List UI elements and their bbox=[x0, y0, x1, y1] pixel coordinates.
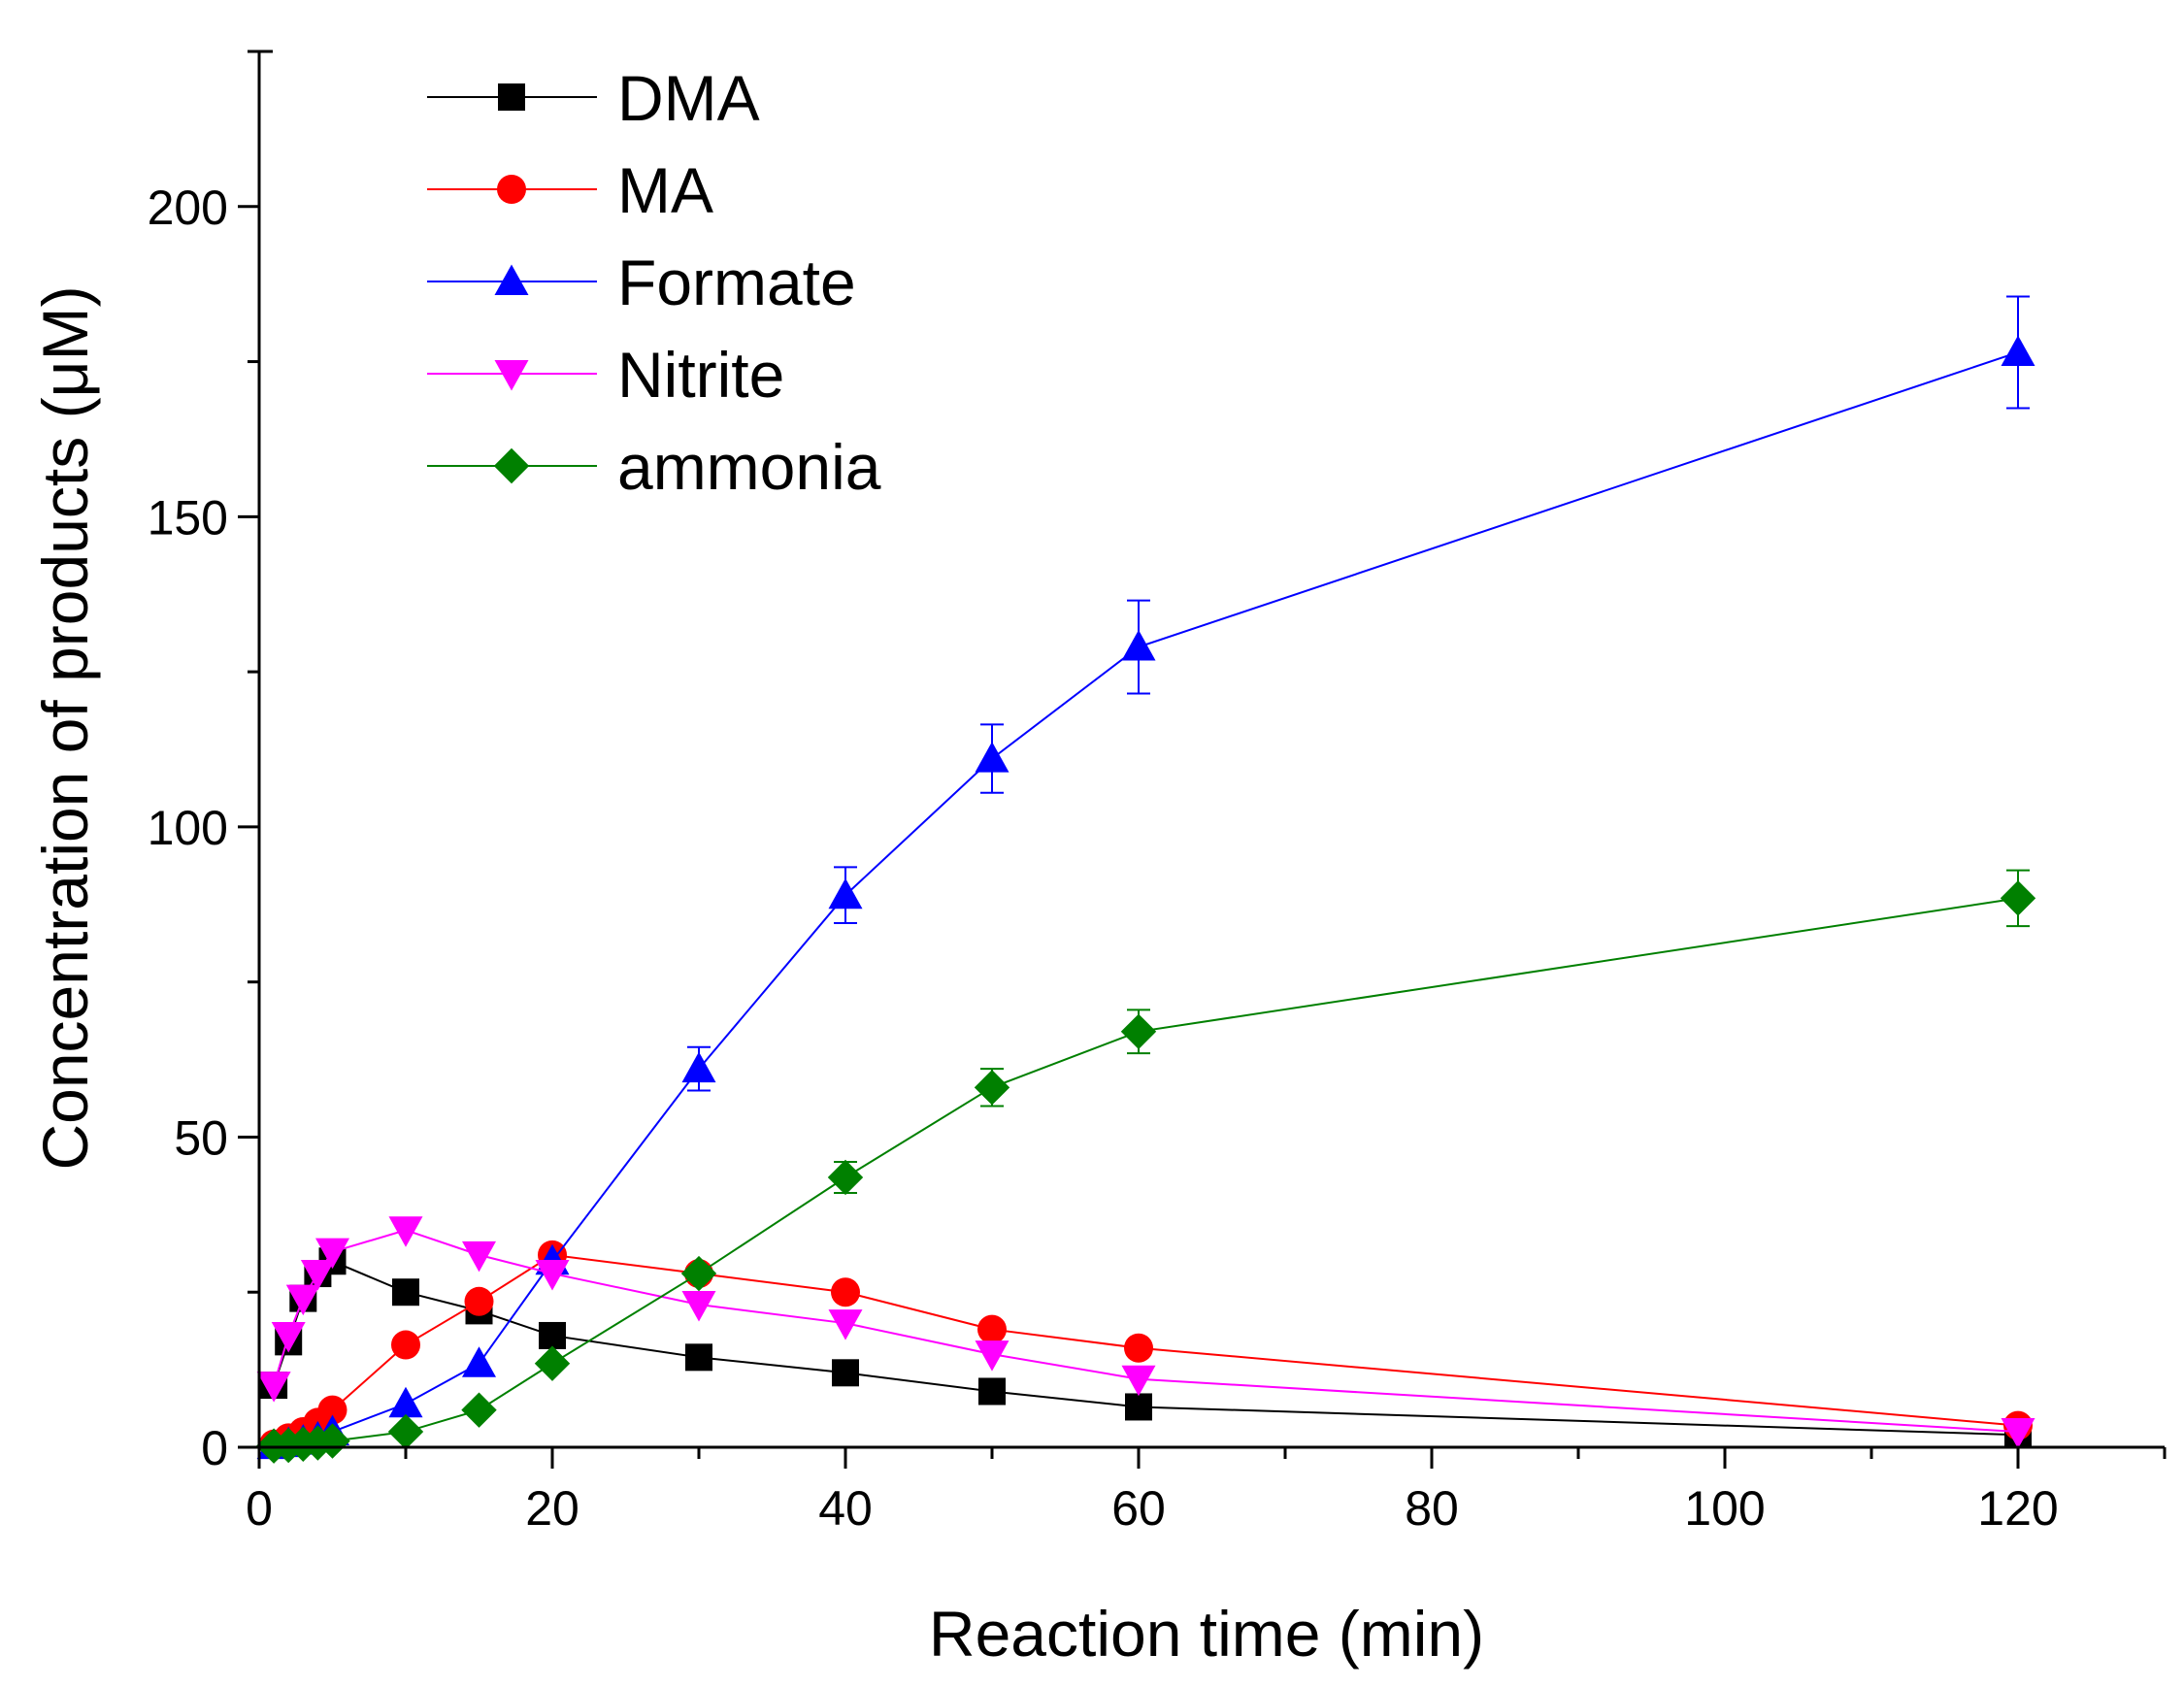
y-tick-label: 100 bbox=[148, 801, 228, 855]
x-axis-title: Reaction time (min) bbox=[929, 1598, 1484, 1670]
legend-label-formate: Formate bbox=[617, 247, 856, 318]
ma-point bbox=[831, 1277, 860, 1307]
dma-point bbox=[832, 1359, 859, 1387]
dma-point bbox=[1125, 1393, 1152, 1421]
legend: DMA MA Formate Nitrite ammonia bbox=[427, 62, 881, 503]
formate-point bbox=[2001, 335, 2035, 366]
series-nitrite bbox=[256, 1216, 2035, 1449]
ma-point bbox=[1124, 1333, 1153, 1363]
nitrite-point bbox=[535, 1260, 570, 1291]
formate-point bbox=[975, 742, 1009, 773]
y-tick-label: 50 bbox=[174, 1110, 228, 1165]
formate-point bbox=[462, 1346, 496, 1377]
ma-point bbox=[391, 1330, 420, 1360]
x-tick-label: 120 bbox=[1977, 1481, 2058, 1536]
ammonia-point bbox=[534, 1345, 571, 1381]
legend-marker-formate bbox=[494, 264, 529, 295]
nitrite-point bbox=[388, 1216, 423, 1247]
dma-point bbox=[978, 1377, 1006, 1406]
formate-point bbox=[388, 1386, 423, 1418]
ammonia-point bbox=[974, 1070, 1010, 1106]
x-tick-label: 100 bbox=[1684, 1481, 1765, 1536]
formate-point bbox=[828, 877, 863, 910]
nitrite-point bbox=[315, 1238, 349, 1270]
legend-label-dma: DMA bbox=[617, 62, 760, 134]
y-tick-label: 200 bbox=[148, 181, 228, 235]
series-ammonia bbox=[255, 869, 2036, 1464]
ma-point bbox=[317, 1395, 347, 1425]
ammonia-point bbox=[1120, 1013, 1157, 1049]
ammonia-point bbox=[461, 1392, 497, 1428]
x-tick-label: 80 bbox=[1405, 1481, 1459, 1536]
legend-item-formate: Formate bbox=[427, 247, 856, 318]
legend-label-nitrite: Nitrite bbox=[617, 339, 784, 411]
ammonia-point bbox=[680, 1255, 717, 1292]
ammonia-point bbox=[314, 1423, 350, 1459]
y-tick-label: 150 bbox=[148, 490, 228, 545]
legend-item-ammonia: ammonia bbox=[427, 431, 881, 503]
nitrite-point bbox=[1121, 1365, 1156, 1397]
nitrite-point bbox=[256, 1372, 291, 1403]
nitrite-point bbox=[300, 1260, 335, 1291]
formate-line bbox=[273, 351, 2019, 1447]
ammonia-point bbox=[387, 1413, 424, 1450]
x-tick-label: 0 bbox=[246, 1481, 273, 1536]
plot-area bbox=[255, 295, 2036, 1464]
legend-item-ma: MA bbox=[427, 154, 713, 226]
legend-marker-dma bbox=[498, 83, 525, 111]
ma-point bbox=[464, 1286, 494, 1316]
legend-item-dma: DMA bbox=[427, 62, 760, 134]
nitrite-point bbox=[285, 1284, 320, 1316]
ammonia-point bbox=[827, 1159, 864, 1196]
legend-label-ma: MA bbox=[617, 154, 713, 226]
legend-marker-ammonia bbox=[493, 447, 530, 484]
nitrite-point bbox=[828, 1309, 863, 1340]
legend-marker-nitrite bbox=[494, 360, 529, 391]
x-tick-label: 20 bbox=[525, 1481, 579, 1536]
dma-point bbox=[539, 1321, 566, 1349]
dma-point bbox=[392, 1278, 419, 1307]
dma-point bbox=[685, 1343, 712, 1372]
legend-marker-ma bbox=[497, 175, 526, 204]
nitrite-point bbox=[462, 1240, 496, 1273]
legend-label-ammonia: ammonia bbox=[617, 431, 881, 503]
axes: 0 20 40 60 80 100 120 0 50 100 150 200 bbox=[148, 50, 2167, 1536]
nitrite-point bbox=[681, 1291, 716, 1322]
x-tick-label: 60 bbox=[1111, 1481, 1166, 1536]
legend-item-nitrite: Nitrite bbox=[427, 339, 784, 411]
formate-point bbox=[681, 1051, 716, 1083]
ammonia-point bbox=[2000, 880, 2036, 916]
nitrite-point bbox=[271, 1321, 306, 1353]
y-axis-title: Concentration of products (μM) bbox=[29, 285, 101, 1170]
nitrite-point bbox=[975, 1340, 1009, 1372]
formate-point bbox=[1121, 630, 1156, 661]
y-tick-label: 0 bbox=[201, 1421, 228, 1475]
ma-point bbox=[977, 1314, 1007, 1344]
x-tick-label: 40 bbox=[818, 1481, 873, 1536]
nitrite-point bbox=[2001, 1418, 2035, 1449]
